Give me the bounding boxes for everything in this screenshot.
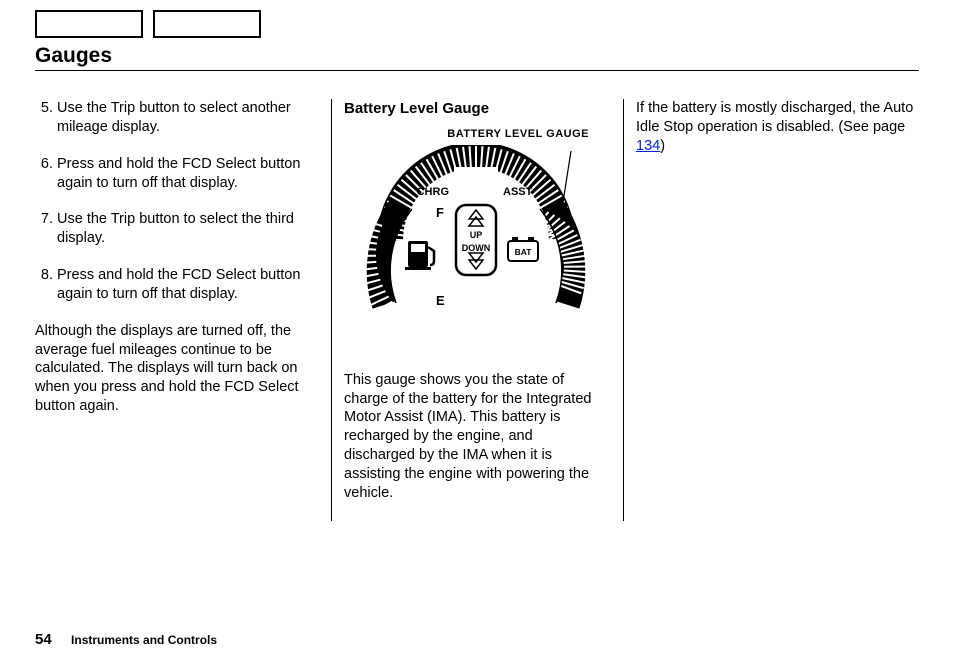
fuel-empty-label: E bbox=[436, 293, 445, 308]
col3-text-post: ) bbox=[660, 138, 665, 154]
step-7: 7. Use the Trip button to select the thi… bbox=[35, 210, 315, 248]
battery-gauge: BAT bbox=[508, 205, 588, 305]
center-badge: UP DOWN bbox=[456, 205, 496, 275]
battery-gauge-heading: Battery Level Gauge bbox=[344, 99, 607, 119]
page-link-134[interactable]: 134 bbox=[636, 138, 660, 154]
nav-box-2[interactable] bbox=[153, 10, 261, 38]
step-number: 7. bbox=[35, 210, 53, 248]
column-1: 5. Use the Trip button to select another… bbox=[35, 99, 331, 521]
section-name: Instruments and Controls bbox=[71, 633, 217, 647]
page-number: 54 bbox=[35, 631, 52, 648]
step-text: Use the Trip button to select the third … bbox=[57, 210, 315, 248]
step-5: 5. Use the Trip button to select another… bbox=[35, 99, 315, 137]
fuel-gauge: F E bbox=[352, 205, 445, 348]
step-number: 5. bbox=[35, 99, 53, 137]
nav-box-1[interactable] bbox=[35, 10, 143, 38]
bat-label: BAT bbox=[514, 247, 532, 257]
page-title: Gauges bbox=[35, 44, 919, 68]
step-text: Press and hold the FCD Select button aga… bbox=[57, 266, 315, 304]
page-footer: 54 Instruments and Controls bbox=[35, 631, 217, 648]
fuel-full-label: F bbox=[436, 205, 444, 220]
up-label: UP bbox=[469, 230, 482, 240]
col2-paragraph: This gauge shows you the state of charge… bbox=[344, 371, 607, 503]
gauge-caption: BATTERY LEVEL GAUGE bbox=[344, 127, 607, 141]
column-2: Battery Level Gauge BATTERY LEVEL GAUGE bbox=[331, 99, 623, 521]
title-underline bbox=[35, 70, 919, 71]
top-nav-boxes bbox=[35, 10, 919, 38]
down-label: DOWN bbox=[461, 243, 490, 253]
asst-label: ASST bbox=[503, 186, 533, 198]
col3-text-pre: If the battery is mostly discharged, the… bbox=[636, 100, 913, 135]
step-8: 8. Press and hold the FCD Select button … bbox=[35, 266, 315, 304]
battery-icon: BAT bbox=[508, 237, 538, 261]
gauge-figure: BATTERY LEVEL GAUGE CHRG A bbox=[344, 127, 607, 355]
column-3: If the battery is mostly discharged, the… bbox=[623, 99, 919, 521]
col1-paragraph: Although the displays are turned off, th… bbox=[35, 322, 315, 416]
col3-paragraph: If the battery is mostly discharged, the… bbox=[636, 99, 919, 156]
step-text: Press and hold the FCD Select button aga… bbox=[57, 155, 315, 193]
step-number: 8. bbox=[35, 266, 53, 304]
step-text: Use the Trip button to select another mi… bbox=[57, 99, 315, 137]
fuel-pump-icon bbox=[405, 241, 434, 270]
chrg-label: CHRG bbox=[416, 186, 448, 198]
content-columns: 5. Use the Trip button to select another… bbox=[35, 99, 919, 521]
step-number: 6. bbox=[35, 155, 53, 193]
step-6: 6. Press and hold the FCD Select button … bbox=[35, 155, 315, 193]
gauge-illustration: CHRG ASST UP DOWN F bbox=[346, 145, 606, 355]
